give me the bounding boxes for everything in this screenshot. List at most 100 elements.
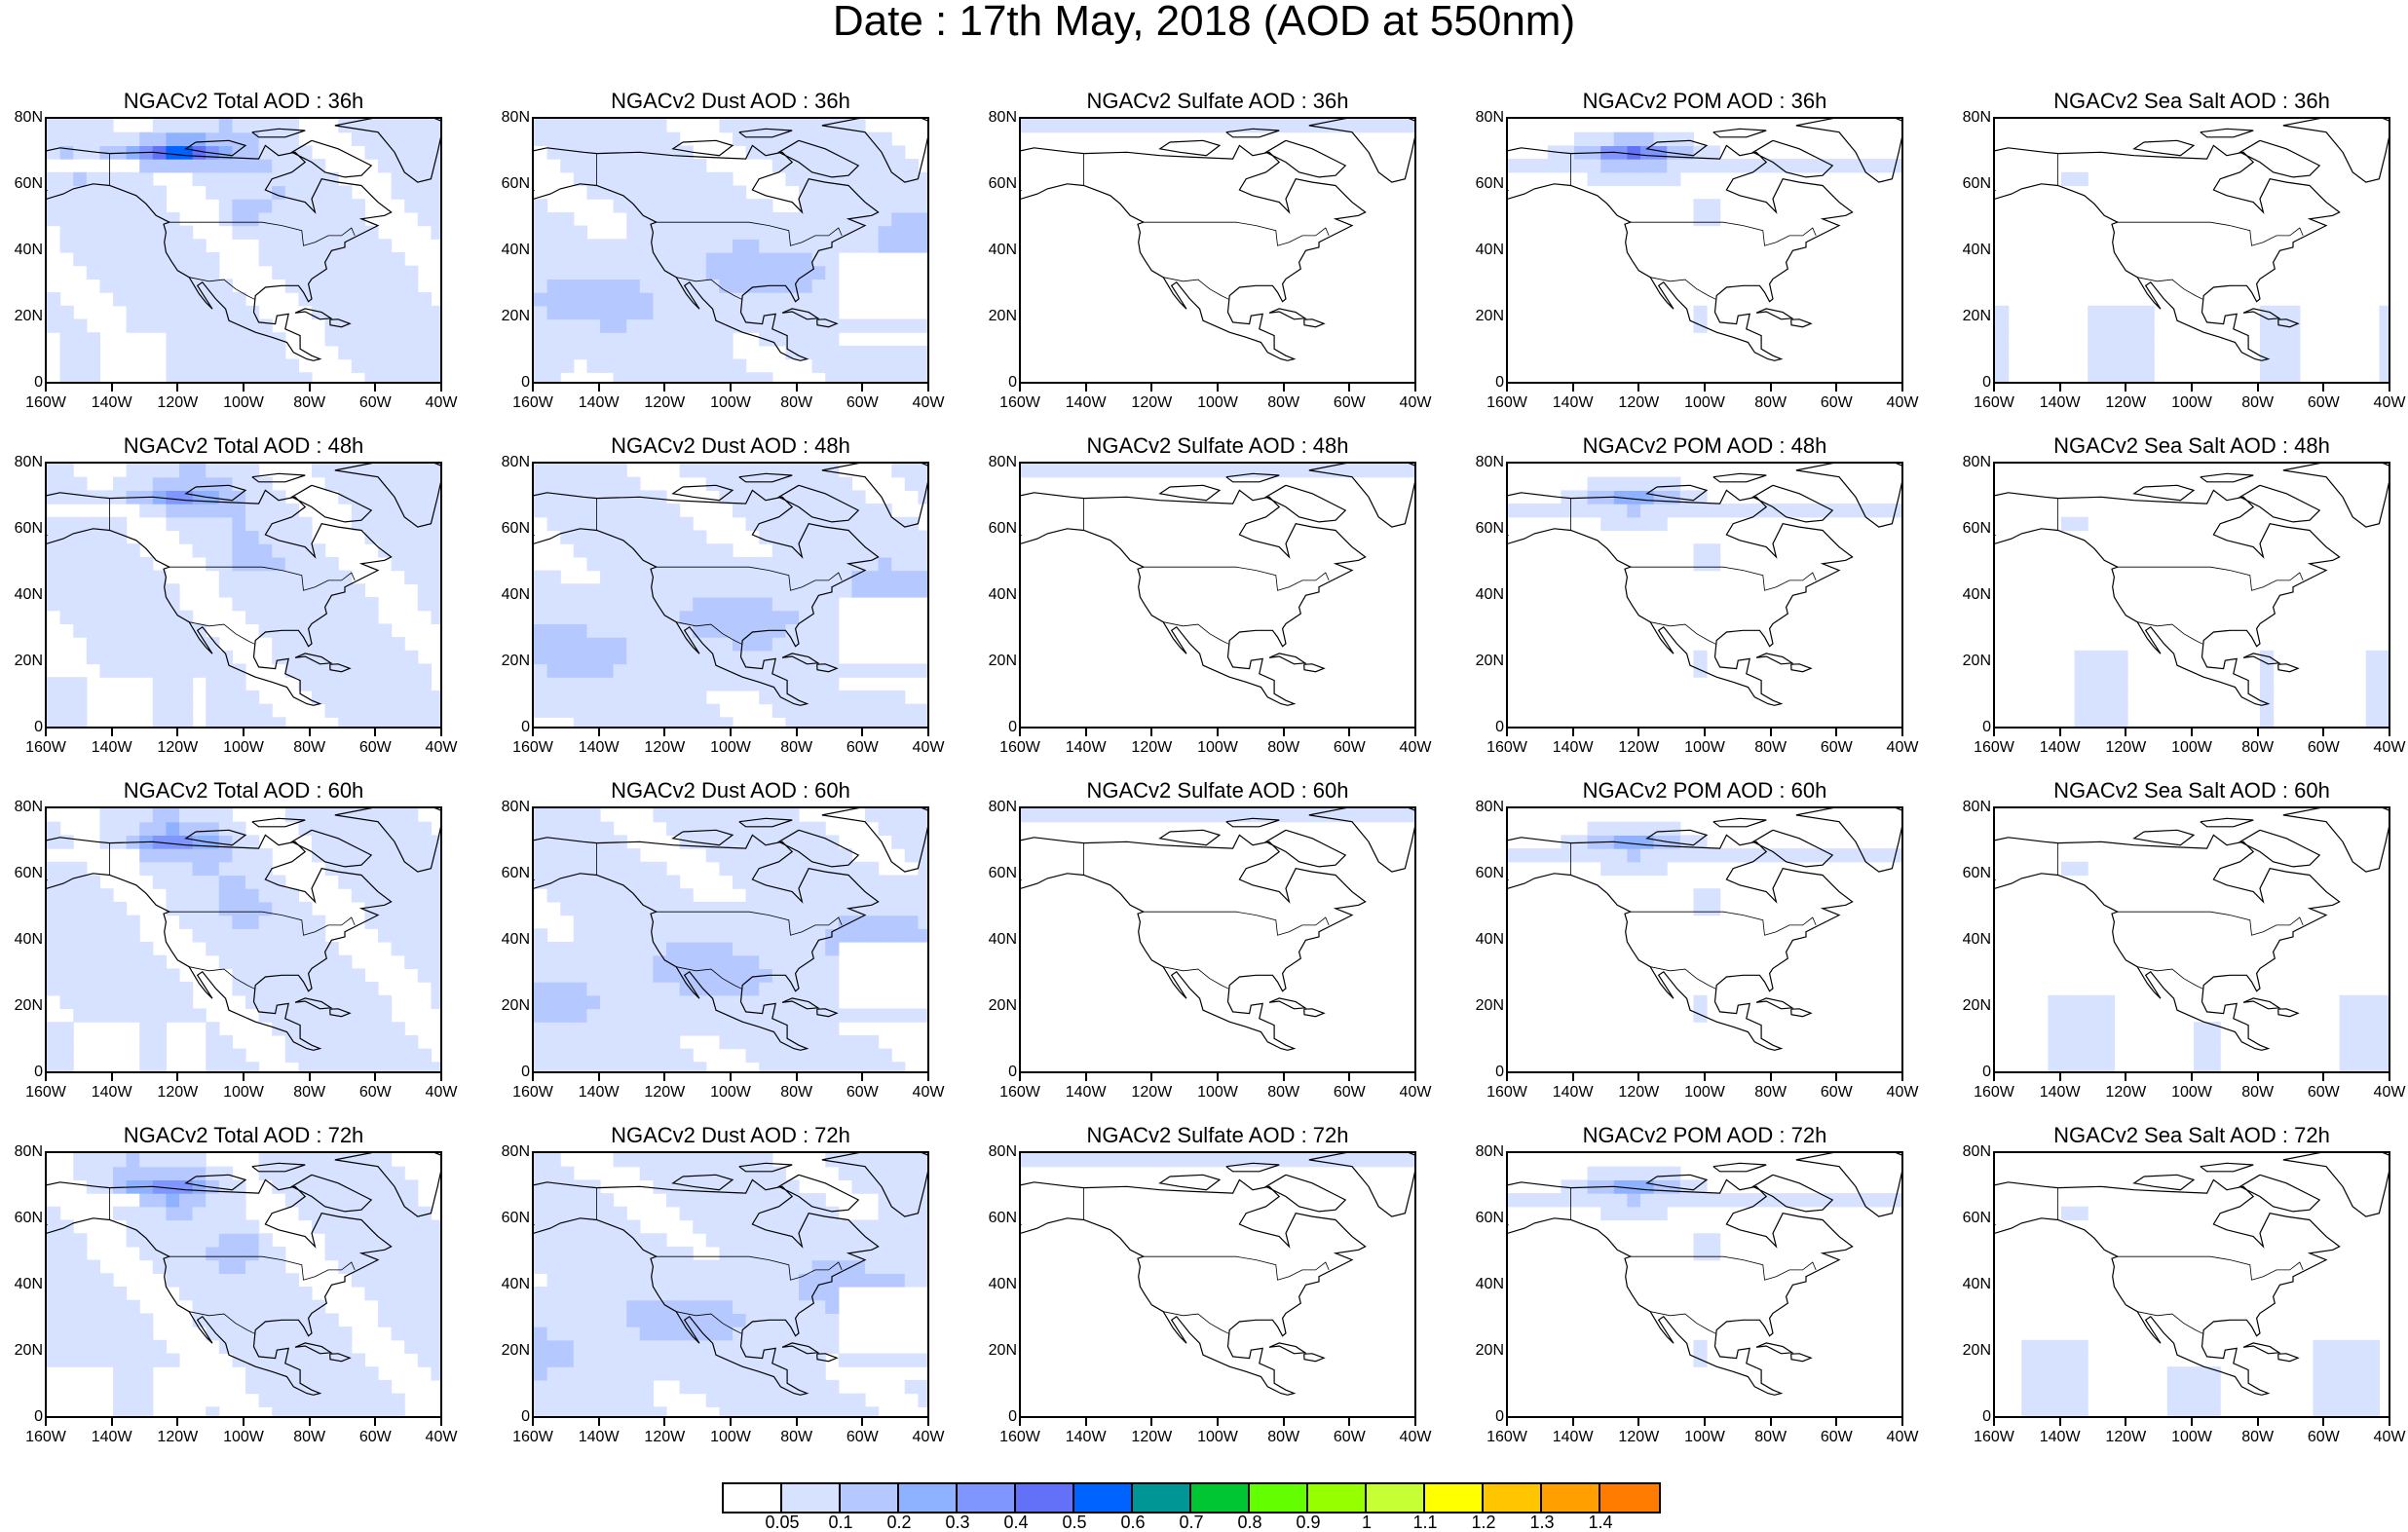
aod-cell: [364, 225, 379, 240]
aod-cell: [1153, 119, 1168, 133]
aod-cell: [745, 490, 760, 504]
aod-cell: [811, 968, 826, 983]
aod-cell: [865, 318, 880, 333]
x-tick-mark: [1901, 384, 1903, 392]
aod-cell: [126, 928, 140, 943]
aod-cell: [679, 305, 694, 320]
aod-cell: [838, 1219, 852, 1234]
aod-cell: [918, 1206, 927, 1221]
aod-cell: [799, 1393, 813, 1407]
aod-cell: [2127, 305, 2142, 320]
y-tick-label: 20N: [1475, 308, 1504, 324]
coastline: [290, 1174, 373, 1213]
aod-cell: [404, 570, 419, 584]
aod-cell: [799, 982, 813, 996]
aod-cell: [2088, 305, 2102, 320]
aod-cell: [391, 1193, 405, 1208]
aod-cell: [811, 901, 826, 916]
aod-cell: [626, 1062, 641, 1071]
aod-cell: [851, 131, 866, 146]
aod-cell: [719, 597, 734, 612]
aod-cell: [86, 968, 100, 983]
aod-cell: [666, 821, 681, 836]
aod-cell: [2074, 1062, 2088, 1071]
aod-cell: [771, 597, 786, 612]
aod-cell: [1600, 861, 1615, 877]
aod-cell: [693, 543, 707, 558]
aod-cell: [639, 623, 654, 638]
aod-cell: [1667, 821, 1681, 836]
aod-cell: [1352, 119, 1367, 133]
aod-cell: [759, 597, 773, 612]
aod-cell: [546, 1313, 561, 1327]
aod-cell: [73, 332, 88, 347]
aod-cell: [324, 968, 339, 983]
x-tick-mark: [176, 729, 179, 736]
aod-cell: [600, 1326, 615, 1341]
aod-cell: [126, 1379, 140, 1395]
aod-map: [47, 464, 440, 727]
aod-cell: [811, 1259, 826, 1274]
aod-cell: [586, 1233, 601, 1248]
aod-cell: [1640, 159, 1655, 173]
aod-cell: [693, 1339, 707, 1355]
aod-cell: [1587, 504, 1601, 518]
aod-cell: [546, 292, 561, 307]
aod-cell: [600, 543, 615, 558]
aod-cell: [626, 1406, 641, 1416]
aod-cell: [546, 583, 561, 598]
aod-cell: [1365, 464, 1379, 478]
aod-cell: [272, 650, 286, 665]
aod-cell: [378, 332, 393, 347]
aod-cell: [693, 968, 707, 983]
aod-cell: [546, 1062, 561, 1071]
aod-cell: [600, 677, 615, 691]
aod-cell: [560, 145, 575, 160]
aod-cell: [2114, 372, 2128, 382]
aod-cell: [666, 131, 681, 146]
aod-cell: [799, 663, 813, 678]
aod-cell: [2100, 650, 2115, 665]
aod-cell: [733, 1193, 747, 1208]
aod-cell: [59, 570, 74, 584]
aod-cell: [891, 928, 906, 943]
aod-cell: [2088, 1008, 2102, 1023]
aod-cell: [312, 185, 326, 200]
aod-cell: [811, 543, 826, 558]
aod-cell: [719, 119, 734, 133]
aod-cell: [600, 556, 615, 572]
aod-cell: [771, 1379, 786, 1395]
y-tick-label: 40N: [1962, 931, 1991, 948]
aod-cell: [1259, 464, 1273, 478]
aod-cell: [613, 888, 627, 903]
aod-cell: [666, 1062, 681, 1071]
aod-cell: [586, 1339, 601, 1355]
aod-cell: [811, 1326, 826, 1341]
aod-cell: [719, 171, 734, 187]
aod-cell: [865, 145, 880, 160]
x-tick-mark: [308, 384, 311, 392]
aod-cell: [1707, 504, 1721, 518]
aod-cell: [733, 1034, 747, 1050]
y-tick-label: 40N: [1475, 931, 1504, 948]
x-tick-label: 40W: [2373, 739, 2406, 756]
x-tick-label: 60W: [358, 1084, 392, 1101]
aod-cell: [825, 677, 840, 691]
aod-cell: [192, 1259, 207, 1274]
aod-cell: [653, 570, 667, 584]
aod-cell: [534, 610, 548, 624]
aod-cell: [2074, 663, 2088, 678]
aod-cell: [272, 119, 286, 133]
aod-cell: [825, 1233, 840, 1248]
aod-cell: [918, 556, 927, 572]
country-border: [169, 221, 356, 246]
aod-cell: [431, 1326, 440, 1341]
aod-cell: [573, 1062, 587, 1071]
aod-cell: [811, 650, 826, 665]
aod-cell: [560, 1062, 575, 1071]
aod-cell: [799, 597, 813, 612]
coastline: [1264, 484, 1347, 523]
aod-cell: [192, 358, 207, 373]
aod-cell: [2260, 663, 2275, 678]
aod-cell: [799, 464, 813, 478]
